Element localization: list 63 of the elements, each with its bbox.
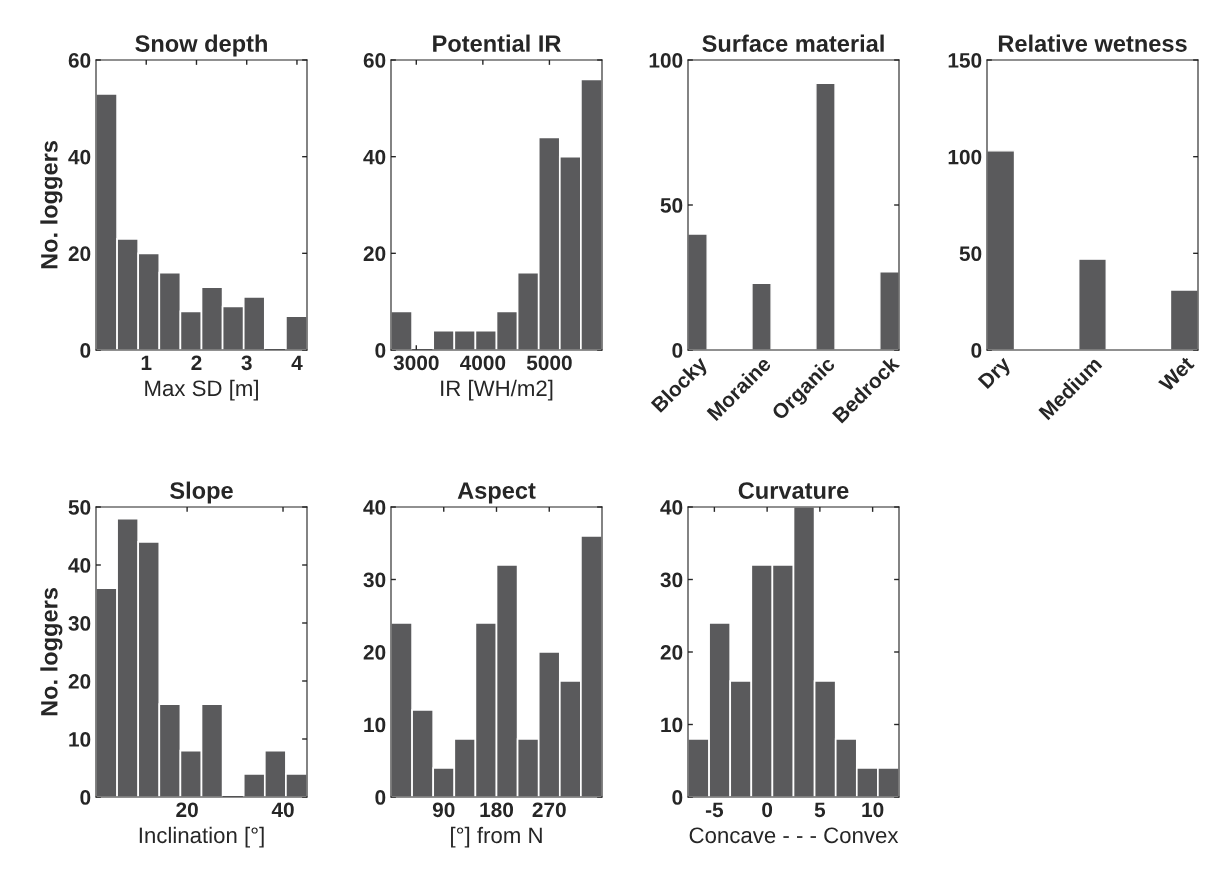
y-tick-label: 60 <box>363 53 386 68</box>
y-tick-label: 20 <box>660 645 683 660</box>
y-tick-label: 0 <box>80 343 91 358</box>
chart-title: Snow depth <box>135 34 267 57</box>
x-axis-title: [°] from N <box>451 826 542 848</box>
y-tick-label: 20 <box>68 674 91 689</box>
x-tick-label: 2 <box>191 355 202 370</box>
x-axis-title: Max SD [m] <box>145 379 258 401</box>
x-tick-label: 4 <box>291 355 303 370</box>
y-tick-label: 100 <box>948 149 982 165</box>
y-tick-label: 50 <box>660 198 683 213</box>
y-tick-label: 10 <box>69 732 91 747</box>
x-axis-title: Inclination [°] <box>139 826 264 848</box>
y-tick-label: 10 <box>661 717 683 733</box>
y-tick-label: 10 <box>364 717 386 733</box>
y-tick-label: 50 <box>959 246 982 262</box>
x-tick-label: 0 <box>762 802 773 818</box>
y-tick-label: 0 <box>375 343 386 358</box>
y-tick-label: 30 <box>363 572 386 588</box>
x-tick-label: 3000 <box>393 355 439 371</box>
y-tick-label: 40 <box>68 149 91 165</box>
chart-title: Slope <box>170 481 233 504</box>
x-tick-label: Dry <box>977 357 1015 390</box>
y-tick-label: 0 <box>672 790 683 805</box>
y-axis-title: No. loggers <box>40 588 63 716</box>
chart-title: Surface material <box>702 34 884 52</box>
y-tick-label: 0 <box>672 343 683 358</box>
chart-title: Relative wetness <box>998 34 1187 52</box>
x-tick-label: 10 <box>862 802 884 818</box>
x-tick-label: -5 <box>705 802 724 818</box>
y-tick-label: 20 <box>363 645 386 660</box>
x-tick-label: 5 <box>814 802 826 818</box>
y-tick-label: 40 <box>68 558 91 573</box>
y-axis-title: No. loggers <box>40 141 63 269</box>
y-tick-label: 20 <box>363 246 386 262</box>
x-tick-label: 270 <box>532 802 566 818</box>
chart-title: Potential IR <box>433 34 561 52</box>
y-tick-label: 20 <box>68 246 91 262</box>
y-tick-label: 30 <box>68 616 91 631</box>
y-tick-label: 100 <box>649 53 683 68</box>
y-tick-label: 40 <box>363 149 386 165</box>
x-tick-label: Wet <box>1158 355 1195 393</box>
y-tick-label: 150 <box>948 53 982 68</box>
chart-title: Curvature <box>738 482 849 499</box>
x-axis-title: Concave - - - Convex <box>689 827 899 844</box>
x-tick-label: 20 <box>176 802 198 818</box>
y-tick-label: 0 <box>80 790 91 805</box>
x-tick-label: 1 <box>141 355 152 370</box>
y-tick-label: 50 <box>68 500 91 515</box>
y-tick-label: 60 <box>68 53 91 68</box>
y-tick-label: 40 <box>363 500 386 515</box>
x-tick-label: 180 <box>480 802 514 818</box>
y-tick-label: 0 <box>971 343 982 358</box>
x-tick-label: 5000 <box>526 355 572 371</box>
x-tick-label: 3 <box>241 355 252 371</box>
x-tick-label: 4000 <box>460 355 506 371</box>
y-tick-label: 30 <box>660 572 683 588</box>
x-axis-title: IR [WH/m2] <box>441 379 553 401</box>
x-tick-label: 40 <box>271 802 294 818</box>
y-tick-label: 40 <box>660 500 683 515</box>
x-tick-label: 90 <box>432 802 455 818</box>
chart-title: Aspect <box>457 482 536 504</box>
y-tick-label: 0 <box>375 790 386 805</box>
